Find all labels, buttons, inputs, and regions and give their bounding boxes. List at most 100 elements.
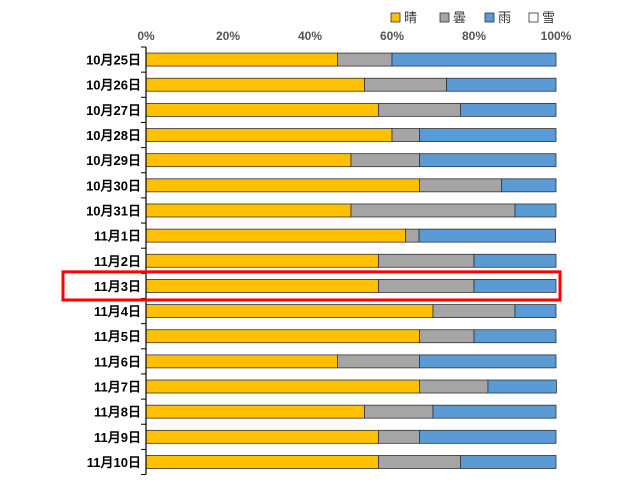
bar-segment xyxy=(514,304,557,318)
bar-segment xyxy=(419,178,502,193)
bar-row xyxy=(145,404,557,419)
category-label: 10月29日 xyxy=(86,153,141,168)
bar-segment xyxy=(337,52,393,67)
bar-row xyxy=(145,379,557,394)
bar-segment xyxy=(145,52,338,67)
x-tick-label: 0% xyxy=(137,29,155,43)
category-label: 11月2日 xyxy=(94,254,141,269)
bar-segment xyxy=(378,102,461,117)
bar-row xyxy=(145,52,557,67)
bar-row xyxy=(145,455,557,469)
bar-segment xyxy=(460,455,557,469)
bar-row xyxy=(145,304,557,318)
bar-segment xyxy=(391,52,557,67)
category-label: 11月9日 xyxy=(94,430,141,445)
bar-segment xyxy=(145,279,379,293)
y-axis xyxy=(141,46,147,476)
highlight-box xyxy=(61,270,562,302)
bar-segment xyxy=(419,379,489,394)
bar-segment xyxy=(350,203,516,218)
bar-row xyxy=(145,102,557,117)
bar-row xyxy=(145,329,557,344)
bar-segment xyxy=(432,304,516,318)
x-tick-label: 60% xyxy=(380,29,404,43)
bar-segment xyxy=(419,153,557,168)
bar-segment xyxy=(145,253,379,268)
bar-segment xyxy=(145,77,365,92)
bar-segment xyxy=(145,455,379,469)
x-axis-tick-labels: 0% 20% 40% 60% 80% 100% xyxy=(137,29,571,43)
bar-segment xyxy=(378,429,420,444)
legend-swatch xyxy=(484,12,495,23)
legend-label: 雪 xyxy=(542,10,555,25)
legend-label: 曇 xyxy=(453,10,466,25)
bar-segment xyxy=(432,404,557,419)
bar-segment xyxy=(145,178,420,193)
bar-segment xyxy=(378,279,475,293)
bar-segment xyxy=(419,329,475,344)
bar-segment xyxy=(364,404,434,419)
bar-row xyxy=(145,178,557,193)
bar-segment xyxy=(145,329,420,344)
bar-segment xyxy=(501,178,557,193)
x-tick-label: 40% xyxy=(298,29,322,43)
bar-row xyxy=(145,77,557,92)
bar-segment xyxy=(446,77,557,92)
bar-segment xyxy=(145,354,338,369)
legend-item: 雨 xyxy=(484,10,511,25)
legend-label: 雨 xyxy=(498,10,511,25)
category-label: 10月28日 xyxy=(86,128,141,143)
bar-segment xyxy=(145,429,379,444)
bar-segment xyxy=(145,304,434,318)
bar-segment xyxy=(145,102,379,117)
bar-row xyxy=(145,279,557,293)
bar-segment xyxy=(145,128,393,142)
bar-segment xyxy=(378,455,461,469)
bar-segment xyxy=(405,228,420,243)
bar-segment xyxy=(378,253,475,268)
bar-segment xyxy=(419,128,557,142)
bar-row xyxy=(145,128,557,142)
bar-segment xyxy=(419,429,557,444)
bar-segment xyxy=(514,203,557,218)
bar-row xyxy=(145,429,557,444)
legend-item: 雪 xyxy=(528,10,555,25)
bar-segment xyxy=(473,329,557,344)
bar-segment xyxy=(145,203,352,218)
highlight-layer xyxy=(61,270,562,302)
legend-swatch xyxy=(528,12,539,23)
category-label: 11月10日 xyxy=(87,455,141,470)
bar-segment xyxy=(460,102,557,117)
bars-group xyxy=(145,52,557,469)
category-label: 10月31日 xyxy=(86,203,141,218)
category-label: 10月30日 xyxy=(86,178,141,193)
bar-segment xyxy=(145,153,352,168)
category-labels: 10月25日 10月26日 10月27日 10月28日 10月29日 10月30日 10月3… xyxy=(86,53,141,470)
bar-segment xyxy=(145,228,406,243)
x-tick-label: 20% xyxy=(216,29,240,43)
bar-segment xyxy=(419,354,557,369)
bar-row xyxy=(145,354,557,369)
chart-legend: 晴曇雨雪 xyxy=(390,10,555,25)
legend-item: 晴 xyxy=(390,10,417,25)
category-label: 11月4日 xyxy=(94,304,141,319)
category-label: 10月27日 xyxy=(86,103,141,118)
bar-segment xyxy=(473,279,557,293)
legend-swatch xyxy=(439,12,450,23)
legend-item: 曇 xyxy=(439,10,466,25)
category-label: 11月6日 xyxy=(94,354,141,369)
category-label: 10月26日 xyxy=(86,78,141,93)
category-label: 10月25日 xyxy=(86,53,141,68)
bar-segment xyxy=(337,354,420,369)
bar-row xyxy=(145,153,557,168)
category-label: 11月5日 xyxy=(94,329,141,344)
legend-swatch xyxy=(390,12,401,23)
category-label: 11月3日 xyxy=(94,279,141,294)
bar-segment xyxy=(145,404,365,419)
bar-row xyxy=(145,228,556,243)
bar-row xyxy=(145,203,557,218)
bar-segment xyxy=(145,379,420,394)
bar-row xyxy=(145,253,557,268)
bar-segment xyxy=(364,77,447,92)
